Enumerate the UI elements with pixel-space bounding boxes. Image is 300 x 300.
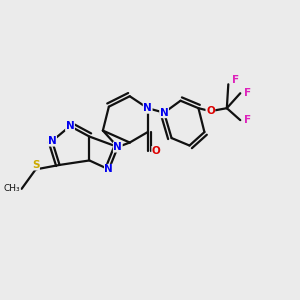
- Text: N: N: [48, 136, 56, 146]
- Text: F: F: [244, 88, 251, 98]
- Text: F: F: [232, 75, 239, 85]
- Text: CH₃: CH₃: [4, 184, 20, 193]
- Text: N: N: [113, 142, 122, 152]
- Text: N: N: [143, 103, 152, 113]
- Text: O: O: [206, 106, 215, 116]
- Text: N: N: [104, 164, 113, 174]
- Text: F: F: [244, 115, 251, 125]
- Text: S: S: [32, 160, 39, 170]
- Text: N: N: [66, 121, 74, 131]
- Text: N: N: [160, 108, 169, 118]
- Text: O: O: [152, 146, 161, 157]
